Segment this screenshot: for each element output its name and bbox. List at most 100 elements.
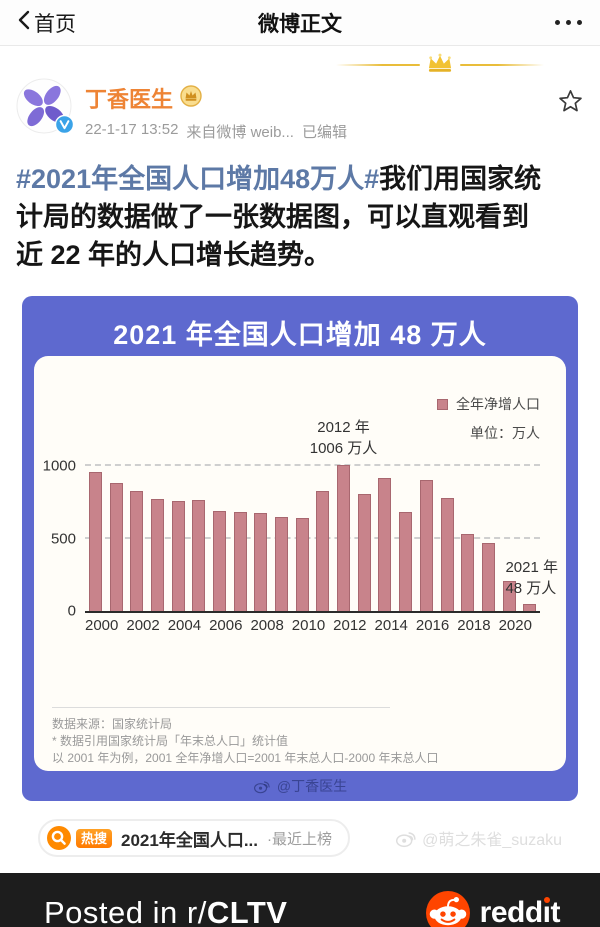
unit-label: 单位：万人 — [470, 425, 540, 441]
x-axis-labels: 2000 2002 2004 2006 2008 2010 2012 2014 2016 2018… — [85, 617, 540, 634]
chart-legend: 全年净增人口 单位：万人 — [437, 394, 540, 443]
bar-2019 — [481, 543, 495, 611]
orange-i-dot — [543, 897, 550, 903]
annotation-2012-peak: 2012 年 1006 万人 — [309, 419, 378, 457]
bar-slot — [457, 467, 478, 611]
chart-watermark-text: @丁香医生 — [276, 778, 348, 794]
bar-2016 — [419, 480, 433, 611]
y-tick-0: 0 — [67, 602, 76, 620]
chevron-left-icon — [18, 10, 30, 36]
x-tick: 2000 — [85, 617, 119, 634]
x-tick — [325, 617, 333, 634]
chart-title: 2021 年全国人口增加 48 万人 — [113, 320, 487, 350]
legend-swatch — [437, 398, 448, 410]
post-meta: 22-1-17 13:52 来自微博 weib... 已编辑 — [85, 121, 557, 142]
source-line: 数据来源：国家统计局 — [52, 717, 173, 731]
bar-slot — [416, 467, 437, 611]
bar-2003 — [150, 499, 164, 611]
x-tick — [408, 617, 416, 634]
bar-slot — [478, 467, 499, 611]
page-watermark-text: @萌之朱雀_suzaku — [422, 832, 562, 849]
reddit-wordmark: reddı t — [479, 896, 561, 927]
post-body-text: 我们用国家统计局的数据做了一张数据图，可以直观看到近 22 年的人口增长趋势。 — [16, 164, 542, 270]
bar-slot — [333, 465, 354, 611]
bar-slot — [499, 467, 520, 611]
x-tick: 2018 — [457, 617, 491, 634]
vip-crown-decoration — [336, 53, 544, 78]
post-header: 丁香医生 22-1-17 13:52 来自微博 weib... 已编辑 — [16, 78, 584, 142]
x-tick: 2014 — [374, 617, 408, 634]
bar-slot — [230, 467, 251, 611]
bar-2005 — [192, 500, 206, 611]
star-icon — [559, 90, 582, 112]
y-tick-1000: 1000 — [42, 457, 76, 475]
bar-2009 — [275, 517, 289, 611]
bar-2014 — [378, 478, 392, 611]
bar-slot — [292, 467, 313, 611]
population-chart-image[interactable]: 2021 年全国人口增加 48 万人 全年净增人口 单位：万人 1000 500… — [22, 296, 578, 801]
reddit-snoo-icon — [425, 891, 470, 927]
ellipsis-icon — [555, 20, 560, 25]
bar-2021 — [523, 604, 537, 611]
banner-prefix: Posted in r/ — [44, 895, 207, 927]
page-watermark: @萌之朱雀_suzaku — [395, 826, 562, 850]
bar-slot — [313, 467, 334, 611]
gridline-1000 — [85, 464, 540, 466]
x-tick — [118, 617, 126, 634]
bar-slot — [147, 467, 168, 611]
membership-medal-icon — [180, 84, 202, 112]
bar-slot — [85, 467, 106, 611]
timestamp: 22-1-17 13:52 — [85, 121, 179, 138]
bar-2001 — [109, 483, 123, 611]
more-menu-button[interactable] — [555, 20, 582, 25]
navbar: 首页 微博正文 — [0, 0, 600, 46]
x-tick: 2002 — [126, 617, 160, 634]
back-button[interactable]: 首页 — [18, 8, 76, 38]
hot-search-row: 热搜 2021年全国人口... ·最近上榜 @萌之朱雀_suzaku — [38, 817, 562, 859]
source-app: 来自微博 weib... — [186, 124, 294, 141]
subreddit-name: CLTV — [206, 895, 288, 927]
crown-icon — [426, 53, 454, 78]
bar-2015 — [399, 512, 413, 611]
page-title: 微博正文 — [258, 12, 342, 36]
bar-2013 — [357, 494, 371, 611]
reddit-banner: Posted in r/CLTV reddı t — [0, 873, 600, 927]
author-name[interactable]: 丁香医生 — [85, 87, 174, 112]
author-info: 丁香医生 22-1-17 13:52 来自微博 weib... 已编辑 — [85, 78, 557, 142]
x-tick — [532, 617, 540, 634]
chart-plot-card: 全年净增人口 单位：万人 1000 500 0 2012 年 1006 万人 2… — [34, 356, 566, 771]
bar-slot — [519, 467, 540, 611]
back-label: 首页 — [34, 12, 76, 36]
hashtag-link[interactable]: #2021年全国人口增加48万人# — [16, 164, 380, 194]
y-tick-500: 500 — [50, 530, 76, 548]
gold-line — [336, 64, 420, 66]
hot-search-pill[interactable]: 热搜 2021年全国人口... ·最近上榜 — [38, 819, 351, 857]
x-tick — [242, 617, 250, 634]
x-tick: 2010 — [291, 617, 326, 634]
x-tick — [367, 617, 375, 634]
bar-2008 — [254, 513, 268, 611]
source-line: 以 2001 年为例，2001 全年净增人口=2001 年末总人口-2000 年… — [52, 751, 439, 765]
weibo-icon — [253, 781, 270, 794]
x-tick: 2004 — [167, 617, 202, 634]
x-tick: 2020 — [498, 617, 532, 634]
bar-slot — [354, 467, 375, 611]
bar-2020 — [502, 581, 516, 611]
bar-2006 — [212, 511, 226, 611]
search-icon — [46, 825, 72, 851]
x-tick — [284, 617, 292, 634]
bar-2000 — [88, 472, 102, 611]
favorite-star-button[interactable] — [557, 88, 584, 120]
bar-2017 — [440, 498, 454, 611]
bar-slot — [271, 467, 292, 611]
reddit-logo: reddı t — [425, 891, 561, 927]
bar-2010 — [295, 518, 309, 611]
hot-badge: 热搜 — [76, 828, 113, 848]
source-line: * 数据引用国家统计局「年末总人口」统计值 — [52, 734, 289, 748]
bar-slot — [209, 467, 230, 611]
banner-caption: Posted in r/CLTV — [44, 895, 287, 927]
x-tick — [449, 617, 457, 634]
x-tick: 2016 — [415, 617, 450, 634]
avatar[interactable] — [16, 78, 74, 134]
x-tick: 2006 — [209, 617, 243, 634]
